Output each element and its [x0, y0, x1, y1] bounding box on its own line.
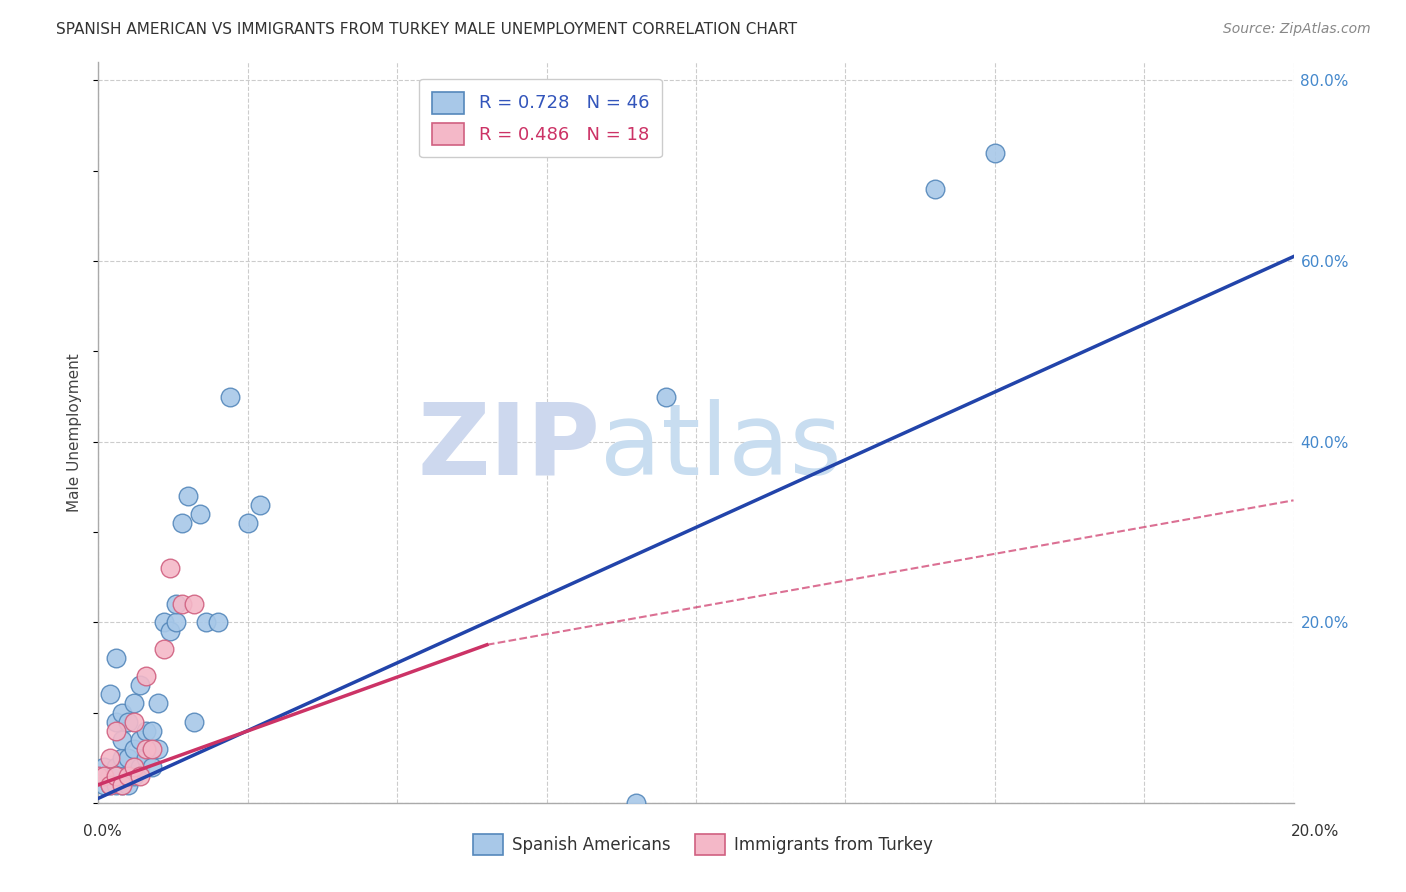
- Point: [129, 769, 152, 783]
- Point: [93, 778, 115, 792]
- Point: [153, 615, 176, 630]
- Point: [135, 750, 157, 764]
- Point: [141, 741, 163, 756]
- Point: [249, 498, 271, 512]
- Point: [124, 741, 146, 756]
- Point: [129, 760, 152, 774]
- Point: [219, 390, 242, 404]
- Point: [135, 741, 157, 756]
- Point: [626, 796, 648, 810]
- Point: [124, 769, 146, 783]
- Text: Source: ZipAtlas.com: Source: ZipAtlas.com: [1223, 22, 1371, 37]
- Point: [105, 723, 128, 738]
- Point: [124, 714, 146, 729]
- Point: [183, 714, 205, 729]
- Point: [159, 561, 181, 575]
- Point: [153, 642, 176, 657]
- Point: [172, 516, 194, 530]
- Text: 20.0%: 20.0%: [1291, 824, 1339, 838]
- Point: [165, 597, 187, 611]
- Point: [105, 778, 128, 792]
- Point: [98, 750, 122, 764]
- Point: [98, 688, 122, 702]
- Point: [135, 669, 157, 683]
- Text: SPANISH AMERICAN VS IMMIGRANTS FROM TURKEY MALE UNEMPLOYMENT CORRELATION CHART: SPANISH AMERICAN VS IMMIGRANTS FROM TURK…: [56, 22, 797, 37]
- Point: [177, 489, 200, 503]
- Point: [111, 732, 134, 747]
- Legend: R = 0.728   N = 46, R = 0.486   N = 18: R = 0.728 N = 46, R = 0.486 N = 18: [419, 78, 662, 157]
- Point: [141, 723, 163, 738]
- Point: [129, 678, 152, 692]
- Point: [236, 516, 259, 530]
- Point: [105, 714, 128, 729]
- Point: [195, 615, 218, 630]
- Y-axis label: Male Unemployment: Male Unemployment: [67, 353, 83, 512]
- Point: [105, 651, 128, 665]
- Point: [117, 714, 139, 729]
- Point: [135, 723, 157, 738]
- Point: [141, 760, 163, 774]
- Point: [111, 778, 134, 792]
- Point: [117, 750, 139, 764]
- Point: [129, 732, 152, 747]
- Point: [111, 706, 134, 720]
- Point: [105, 769, 128, 783]
- Point: [98, 769, 122, 783]
- Point: [87, 769, 110, 783]
- Point: [111, 750, 134, 764]
- Point: [111, 778, 134, 792]
- Point: [93, 769, 115, 783]
- Point: [124, 697, 146, 711]
- Point: [655, 390, 678, 404]
- Point: [172, 597, 194, 611]
- Text: 0.0%: 0.0%: [83, 824, 122, 838]
- Point: [98, 778, 122, 792]
- Point: [93, 760, 115, 774]
- Point: [924, 182, 946, 196]
- Point: [117, 778, 139, 792]
- Point: [105, 760, 128, 774]
- Point: [87, 769, 110, 783]
- Point: [159, 624, 181, 639]
- Text: atlas: atlas: [600, 399, 842, 496]
- Point: [98, 778, 122, 792]
- Point: [148, 697, 170, 711]
- Point: [124, 760, 146, 774]
- Point: [207, 615, 229, 630]
- Legend: Spanish Americans, Immigrants from Turkey: Spanish Americans, Immigrants from Turke…: [467, 828, 939, 862]
- Point: [984, 145, 1007, 160]
- Point: [148, 741, 170, 756]
- Text: ZIP: ZIP: [418, 399, 600, 496]
- Point: [188, 507, 211, 521]
- Point: [117, 769, 139, 783]
- Point: [183, 597, 205, 611]
- Point: [165, 615, 187, 630]
